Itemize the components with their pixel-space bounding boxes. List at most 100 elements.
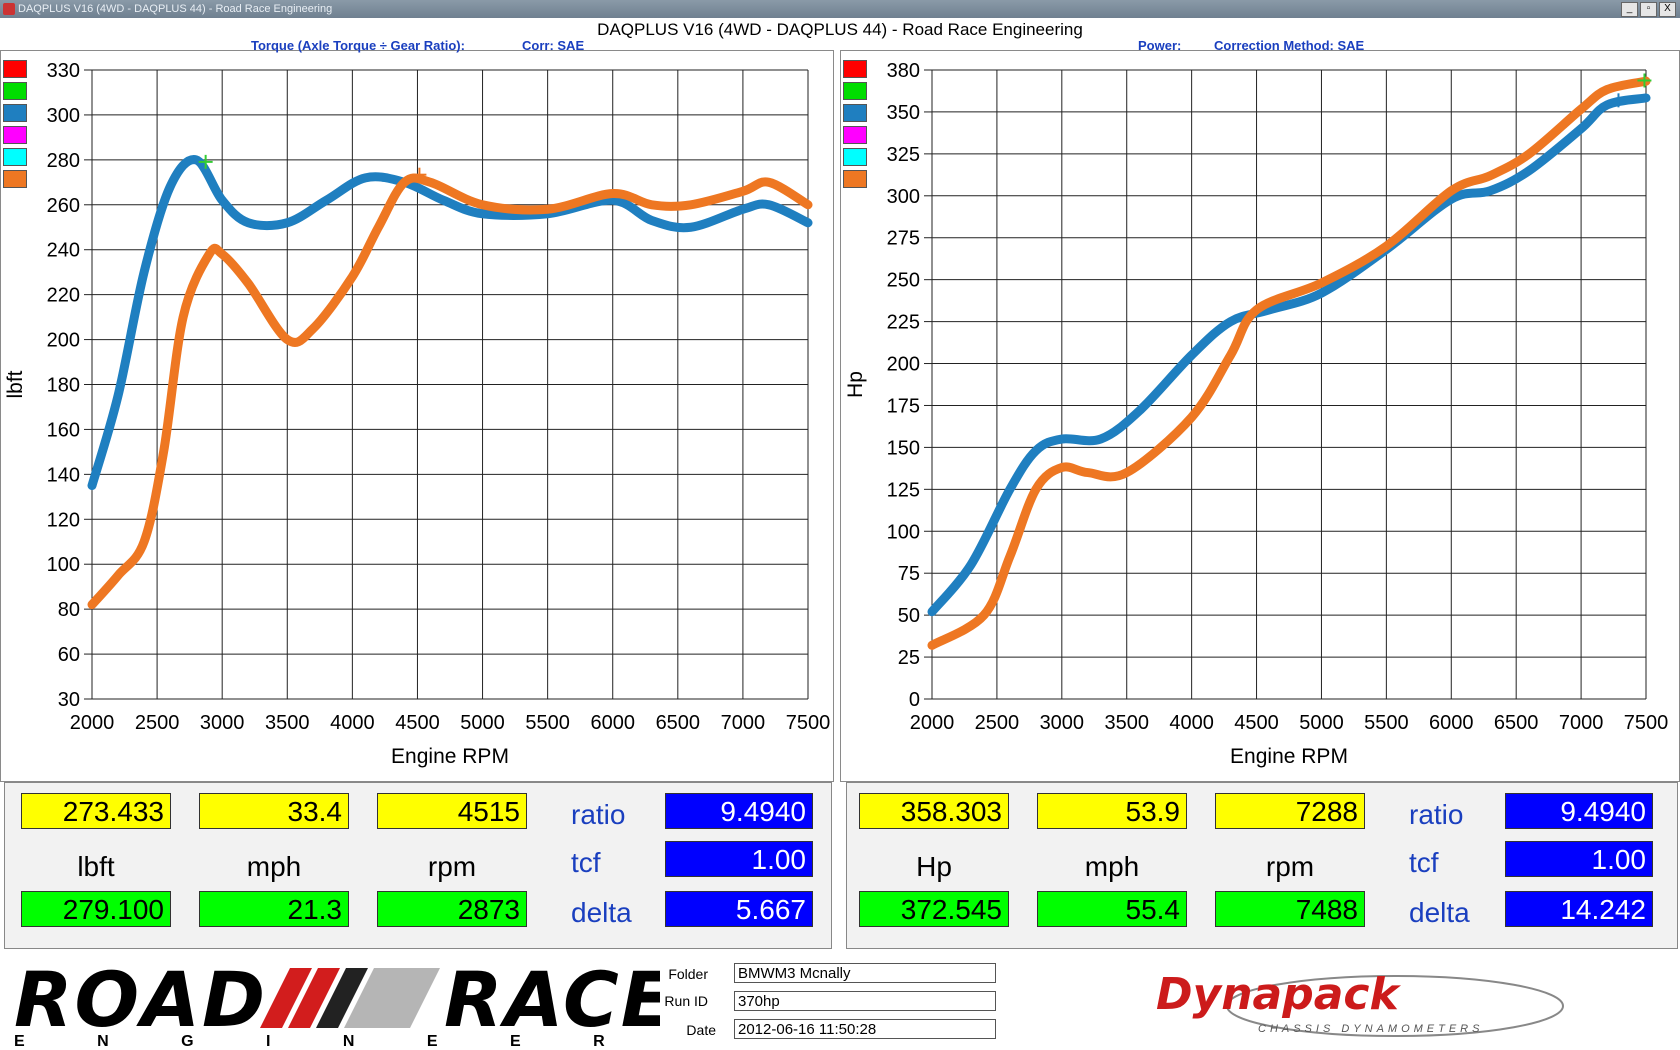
dynapack-text: Dynapack: [1156, 969, 1401, 1020]
y-tick-label: 150: [887, 437, 920, 459]
x-tick-label: 5500: [1364, 712, 1409, 734]
y-tick-label: 75: [898, 563, 920, 585]
delta-value: 5.667: [665, 891, 813, 927]
power-legend: [843, 60, 867, 192]
legend-swatch-green[interactable]: [3, 82, 27, 100]
y-tick-label: 350: [887, 102, 920, 124]
y-axis-label: lbft: [4, 370, 27, 398]
folder-field[interactable]: BMWM3 Mcnally: [734, 963, 996, 983]
y-tick-label: 220: [47, 285, 80, 307]
ratio-label: ratio: [571, 799, 626, 830]
y-axis-label: Hp: [844, 371, 867, 398]
series-line-0: [87, 155, 813, 491]
window-titlebar: DAQPLUS V16 (4WD - DAQPLUS 44) - Road Ra…: [0, 0, 1680, 18]
legend-swatch-orange[interactable]: [3, 170, 27, 188]
dynapack-logo: Dynapack CHASSIS DYNAMOMETERS: [1156, 969, 1564, 1037]
y-tick-label: 175: [887, 395, 920, 417]
cursor-mph-value: 33.4: [199, 793, 349, 829]
cursor-rpm-value: 4515: [377, 793, 527, 829]
y-tick-label: 200: [887, 354, 920, 376]
footer-bar: ROAD RACE E N G I N E E R I N G Folder B…: [0, 950, 1680, 1050]
x-tick-label: 2500: [135, 712, 180, 734]
tcf-value: 1.00: [665, 841, 813, 877]
series-line-1: [927, 76, 1651, 650]
logo-road-text: ROAD: [14, 955, 267, 1044]
y-tick-label: 300: [887, 186, 920, 208]
x-tick-label: 7000: [1559, 712, 1604, 734]
torque-header-corr: Corr: SAE: [522, 38, 585, 53]
tcf-value: 1.00: [1505, 841, 1653, 877]
legend-swatch-green[interactable]: [843, 82, 867, 100]
x-tick-label: 2500: [975, 712, 1020, 734]
logo-race-text: RACE: [444, 955, 660, 1044]
peak-torque-value: 279.100: [21, 891, 171, 927]
x-axis-label: Engine RPM: [391, 745, 509, 768]
legend-swatch-orange[interactable]: [843, 170, 867, 188]
dynapack-sub-text: CHASSIS DYNAMOMETERS: [1258, 1023, 1483, 1035]
x-tick-label: 3500: [265, 712, 310, 734]
x-tick-label: 5000: [1299, 712, 1344, 734]
x-tick-label: 6000: [1429, 712, 1474, 734]
x-tick-label: 6500: [656, 712, 701, 734]
y-tick-label: 250: [887, 270, 920, 292]
y-tick-label: 100: [47, 554, 80, 576]
legend-swatch-blue[interactable]: [3, 104, 27, 122]
torque-legend: [3, 60, 27, 192]
x-tick-label: 4000: [330, 712, 375, 734]
legend-swatch-magenta[interactable]: [843, 126, 867, 144]
y-tick-label: 60: [58, 644, 80, 666]
tcf-label: tcf: [571, 847, 601, 878]
y-tick-label: 180: [47, 375, 80, 397]
torque-readout-panel: 273.433 33.4 4515 lbft mph rpm 279.100 2…: [4, 782, 832, 949]
window-title: DAQPLUS V16 (4WD - DAQPLUS 44) - Road Ra…: [18, 3, 333, 15]
unit-label-mph: mph: [246, 851, 302, 882]
legend-swatch-red[interactable]: [3, 60, 27, 78]
peak-rpm-value: 7488: [1215, 891, 1365, 927]
y-tick-label: 50: [898, 605, 920, 627]
y-tick-label: 260: [47, 195, 80, 217]
runid-label: Run ID: [664, 993, 708, 1009]
cursor-mph-value: 53.9: [1037, 793, 1187, 829]
unit-label-hp: Hp: [916, 851, 952, 882]
unit-label-lbft: lbft: [77, 851, 115, 882]
legend-swatch-cyan[interactable]: [3, 148, 27, 166]
x-tick-label: 4500: [395, 712, 440, 734]
logo-stripe-red-2: [288, 968, 340, 1028]
legend-swatch-cyan[interactable]: [843, 148, 867, 166]
y-tick-label: 100: [887, 521, 920, 543]
restore-button[interactable]: ▫: [1640, 2, 1657, 17]
y-tick-label: 25: [898, 647, 920, 669]
date-field[interactable]: 2012-06-16 11:50:28: [734, 1019, 996, 1039]
y-tick-label: 240: [47, 240, 80, 262]
legend-swatch-red[interactable]: [843, 60, 867, 78]
delta-label: delta: [571, 897, 632, 928]
y-tick-label: 300: [47, 105, 80, 127]
legend-swatch-blue[interactable]: [843, 104, 867, 122]
delta-label: delta: [1409, 897, 1470, 928]
x-axis-label: Engine RPM: [1230, 745, 1348, 768]
legend-swatch-magenta[interactable]: [3, 126, 27, 144]
folder-label: Folder: [668, 966, 708, 982]
power-readout-panel: 358.303 53.9 7288 Hp mph rpm 372.545 55.…: [846, 782, 1678, 949]
power-header-corr: Correction Method: SAE: [1214, 38, 1365, 53]
tcf-label: tcf: [1409, 847, 1439, 878]
runid-field[interactable]: 370hp: [734, 991, 996, 1011]
logo-stripe-red-1: [260, 968, 312, 1028]
dynapack-swoosh: [1226, 975, 1564, 1037]
cursor-hp-value: 358.303: [859, 793, 1009, 829]
power-panel: [840, 50, 1680, 782]
y-tick-label: 140: [47, 464, 80, 486]
y-tick-label: 0: [909, 689, 920, 711]
power-chart: 2000 2500 3000 3500 4000 4500 5000 5500 6000 6500…: [844, 60, 1668, 768]
x-tick-label: 2000: [70, 712, 115, 734]
close-button[interactable]: X: [1659, 2, 1676, 17]
logo-stripe-grey: [344, 968, 440, 1028]
y-tick-label: 380: [887, 60, 920, 82]
minimize-button[interactable]: _: [1621, 2, 1638, 17]
unit-label-mph: mph: [1084, 851, 1140, 882]
ratio-value: 9.4940: [665, 793, 813, 829]
unit-label-rpm: rpm: [427, 851, 477, 882]
torque-header-label: Torque (Axle Torque ÷ Gear Ratio):: [251, 38, 465, 53]
x-tick-label: 5500: [525, 712, 570, 734]
series-line-1: [87, 173, 813, 610]
